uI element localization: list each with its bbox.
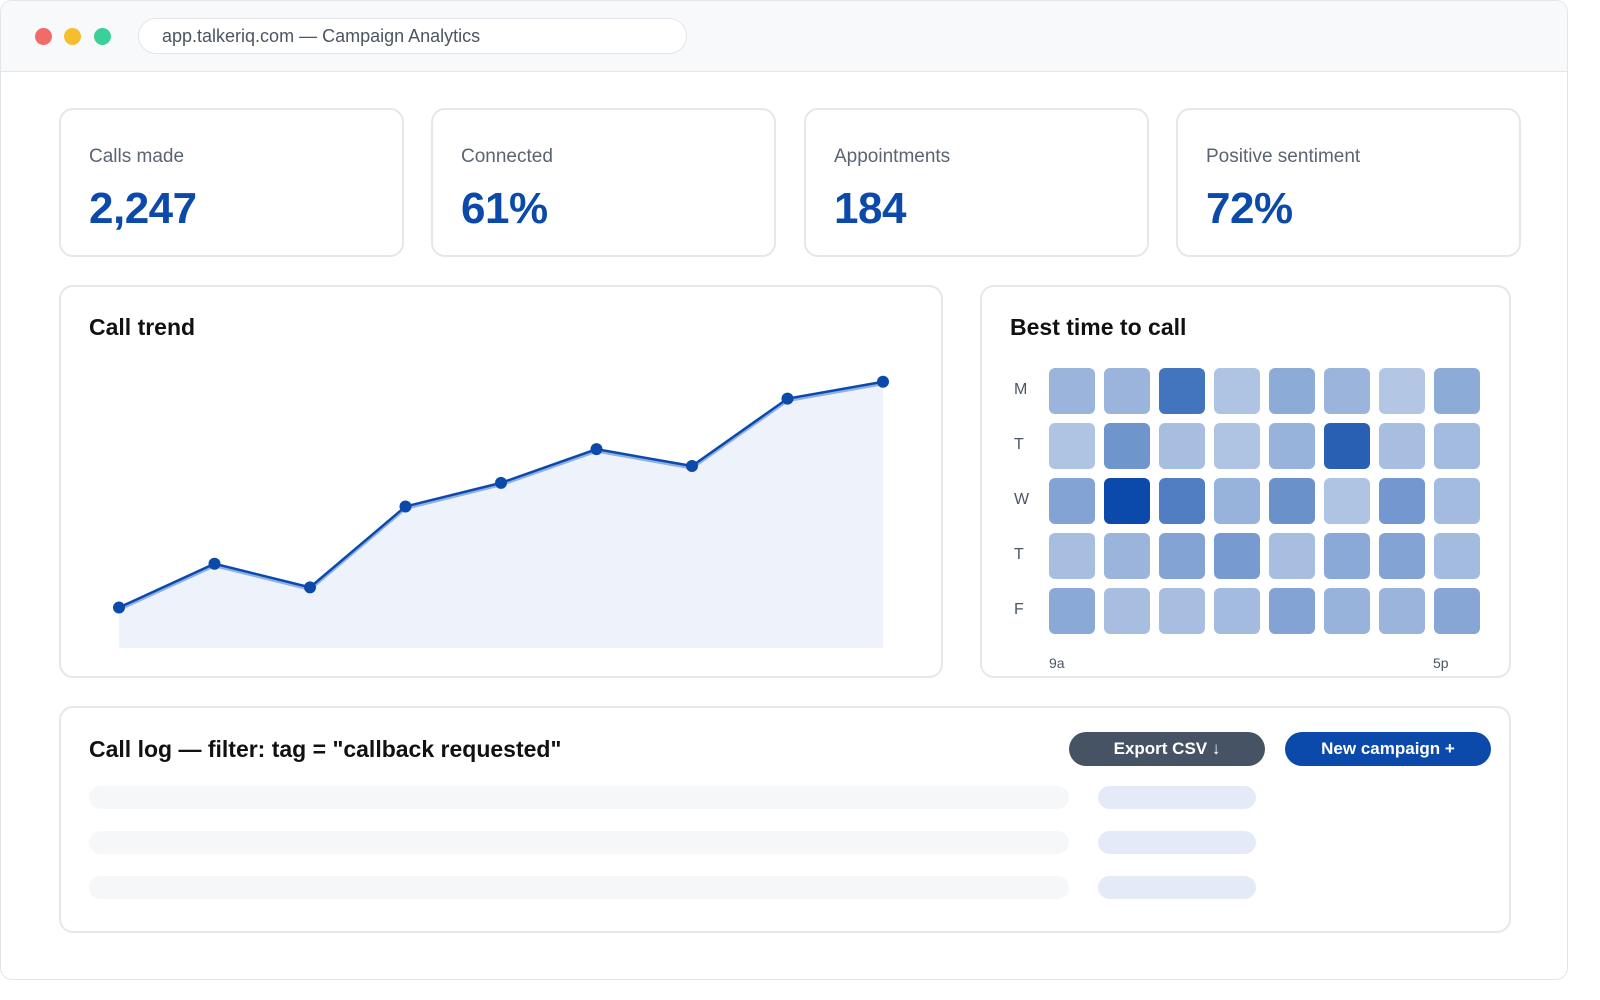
heatmap-cell[interactable]	[1214, 588, 1260, 634]
kpi-card-calls-made: Calls made 2,247	[59, 108, 404, 257]
title-bar: app.talkeriq.com — Campaign Analytics	[1, 1, 1567, 72]
heatmap-cell[interactable]	[1324, 368, 1370, 414]
heatmap-cell[interactable]	[1159, 368, 1205, 414]
trend-point[interactable]	[495, 476, 507, 489]
kpi-value: 61%	[461, 184, 548, 233]
heatmap-cell[interactable]	[1269, 423, 1315, 469]
heatmap-cell[interactable]	[1104, 478, 1150, 524]
heatmap-cell[interactable]	[1104, 423, 1150, 469]
new-campaign-button[interactable]: New campaign +	[1285, 732, 1491, 766]
heatmap-cell[interactable]	[1269, 478, 1315, 524]
minimize-window-button[interactable]	[64, 28, 81, 45]
heatmap-cell[interactable]	[1324, 478, 1370, 524]
heatmap-cell[interactable]	[1434, 368, 1480, 414]
heatmap-cell[interactable]	[1379, 588, 1425, 634]
heatmap-cell[interactable]	[1324, 588, 1370, 634]
heatmap-cell[interactable]	[1049, 533, 1095, 579]
trend-point[interactable]	[781, 392, 794, 405]
heatmap-cell[interactable]	[1324, 423, 1370, 469]
heatmap-cell[interactable]	[1434, 533, 1480, 579]
trend-point[interactable]	[877, 375, 889, 388]
heatmap-cell[interactable]	[1379, 423, 1425, 469]
heatmap-cell[interactable]	[1379, 478, 1425, 524]
kpi-value: 72%	[1206, 184, 1293, 233]
address-bar[interactable]: app.talkeriq.com — Campaign Analytics	[138, 18, 687, 54]
call-log-row-placeholder	[89, 876, 1069, 899]
heatmap-cell[interactable]	[1269, 588, 1315, 634]
call-log-row-placeholder	[89, 831, 1069, 854]
call-log-tag-placeholder	[1098, 786, 1256, 809]
heatmap-day-label: T	[1014, 436, 1024, 453]
heatmap-cell[interactable]	[1214, 478, 1260, 524]
kpi-card-positive-sentiment: Positive sentiment 72%	[1176, 108, 1521, 257]
heatmap-cell[interactable]	[1049, 368, 1095, 414]
heatmap-cell[interactable]	[1214, 368, 1260, 414]
heatmap-cell[interactable]	[1104, 533, 1150, 579]
heatmap-cell[interactable]	[1159, 478, 1205, 524]
kpi-value: 184	[834, 184, 906, 233]
heatmap-cell[interactable]	[1104, 368, 1150, 414]
trend-point[interactable]	[590, 443, 603, 456]
heatmap-cell[interactable]	[1214, 423, 1260, 469]
heatmap-cell[interactable]	[1049, 478, 1095, 524]
heatmap-cell[interactable]	[1434, 423, 1480, 469]
heatmap-cell[interactable]	[1159, 423, 1205, 469]
heatmap-cell[interactable]	[1379, 533, 1425, 579]
heatmap-cell[interactable]	[1269, 368, 1315, 414]
heatmap-cell[interactable]	[1159, 588, 1205, 634]
kpi-card-connected: Connected 61%	[431, 108, 776, 257]
call-trend-panel: Call trend	[59, 285, 943, 678]
call-log-row-placeholder	[89, 786, 1069, 809]
heatmap-x-end-label: 5p	[1433, 655, 1449, 671]
heatmap-cell[interactable]	[1049, 588, 1095, 634]
heatmap-cell[interactable]	[1434, 478, 1480, 524]
heatmap-day-label: F	[1014, 601, 1024, 618]
trend-point[interactable]	[208, 557, 221, 570]
call-log-title: Call log — filter: tag = "callback reque…	[89, 736, 562, 762]
kpi-card-appointments: Appointments 184	[804, 108, 1149, 257]
trend-point[interactable]	[686, 460, 698, 473]
close-window-button[interactable]	[35, 28, 52, 45]
call-log-tag-placeholder	[1098, 831, 1256, 854]
heatmap-cell[interactable]	[1159, 533, 1205, 579]
trend-point[interactable]	[304, 581, 316, 594]
heatmap-cell[interactable]	[1269, 533, 1315, 579]
heatmap-cell[interactable]	[1104, 588, 1150, 634]
heatmap-day-label: W	[1014, 491, 1030, 508]
best-time-panel: Best time to call 9a 5p M T W T F	[980, 285, 1511, 678]
heatmap-cell[interactable]	[1214, 533, 1260, 579]
kpi-value: 2,247	[89, 184, 197, 233]
heatmap-day-label: T	[1014, 546, 1024, 563]
trend-point[interactable]	[113, 601, 125, 614]
heatmap-cell[interactable]	[1049, 423, 1095, 469]
browser-window: app.talkeriq.com — Campaign Analytics Ca…	[0, 0, 1568, 980]
call-log-tag-placeholder	[1098, 876, 1256, 899]
best-time-title: Best time to call	[1010, 314, 1187, 340]
call-log-panel: Call log — filter: tag = "callback reque…	[59, 706, 1511, 933]
heatmap-cell[interactable]	[1379, 368, 1425, 414]
call-trend-title: Call trend	[89, 314, 196, 340]
call-trend-chart	[113, 375, 889, 648]
kpi-label: Appointments	[834, 146, 951, 167]
export-csv-button[interactable]: Export CSV ↓	[1069, 732, 1265, 766]
heatmap-day-label: M	[1014, 381, 1028, 398]
maximize-window-button[interactable]	[94, 28, 111, 45]
heatmap-x-start-label: 9a	[1049, 655, 1065, 671]
trend-point[interactable]	[399, 500, 412, 513]
kpi-label: Positive sentiment	[1206, 146, 1361, 167]
kpi-label: Connected	[461, 146, 553, 167]
trend-area	[119, 381, 883, 648]
kpi-label: Calls made	[89, 146, 185, 167]
heatmap-cell[interactable]	[1434, 588, 1480, 634]
heatmap-cell[interactable]	[1324, 533, 1370, 579]
